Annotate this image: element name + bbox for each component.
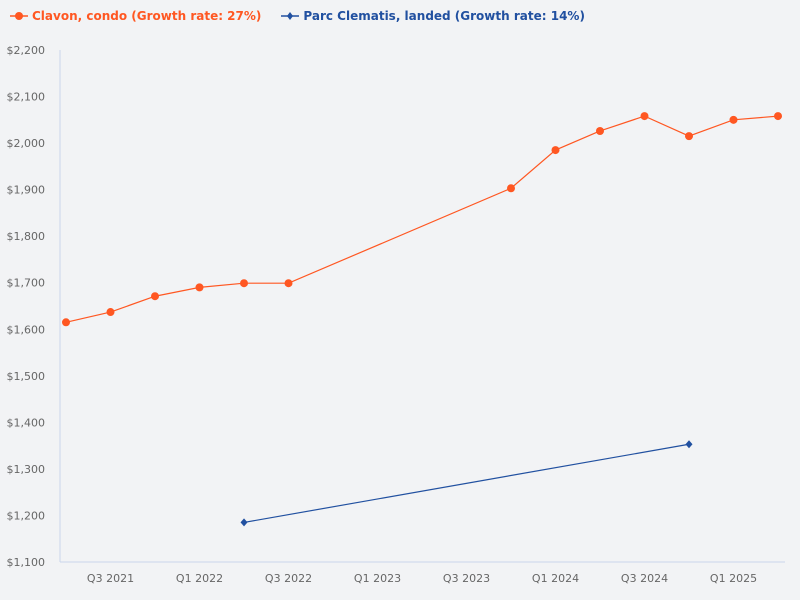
y-tick-label: $2,100: [7, 91, 46, 104]
data-point: [596, 126, 604, 135]
x-tick-label: Q1 2022: [176, 572, 223, 585]
legend-item-parc-clematis[interactable]: Parc Clematis, landed (Growth rate: 14%): [281, 9, 585, 23]
y-tick-label: $2,000: [7, 137, 46, 150]
data-point: [106, 308, 115, 317]
circle-marker-icon: [10, 12, 28, 20]
x-tick-label: Q1 2024: [532, 572, 579, 585]
x-tick-label: Q3 2021: [87, 572, 134, 585]
y-tick-label: $1,900: [7, 184, 46, 197]
data-point: [640, 112, 649, 121]
data-point: [685, 440, 693, 449]
x-tick-label: Q3 2024: [621, 572, 668, 585]
y-tick-label: $2,200: [7, 44, 46, 57]
series-1: [240, 440, 693, 527]
data-point: [151, 292, 159, 301]
data-point: [551, 146, 560, 155]
legend-label: Clavon, condo (Growth rate: 27%): [32, 9, 262, 23]
data-point: [729, 115, 738, 124]
data-point: [507, 184, 515, 193]
data-point: [284, 279, 293, 288]
y-tick-label: $1,300: [7, 463, 46, 476]
x-tick-label: Q1 2023: [354, 572, 401, 585]
series-line: [243, 443, 690, 524]
x-tick-label: Q1 2025: [710, 572, 757, 585]
data-point: [774, 112, 782, 121]
legend-item-clavon[interactable]: Clavon, condo (Growth rate: 27%): [10, 9, 261, 23]
y-tick-label: $1,400: [7, 416, 46, 429]
data-point: [240, 279, 248, 288]
diamond-marker-icon: [281, 12, 300, 20]
x-tick-label: Q3 2023: [443, 572, 490, 585]
y-tick-label: $1,800: [7, 230, 46, 243]
y-tick-label: $1,100: [7, 556, 46, 569]
y-tick-label: $1,200: [7, 509, 46, 522]
y-tick-label: $1,700: [7, 277, 46, 290]
data-point: [685, 132, 693, 141]
legend: Clavon, condo (Growth rate: 27%) Parc Cl…: [10, 9, 585, 23]
data-point: [240, 518, 248, 527]
data-point: [195, 283, 204, 292]
x-tick-label: Q3 2022: [265, 572, 312, 585]
series-line: [65, 115, 779, 323]
legend-label: Parc Clematis, landed (Growth rate: 14%): [303, 9, 585, 23]
series-0: [62, 112, 782, 327]
y-tick-label: $1,500: [7, 370, 46, 383]
y-tick-label: $1,600: [7, 323, 46, 336]
data-point: [62, 318, 70, 327]
